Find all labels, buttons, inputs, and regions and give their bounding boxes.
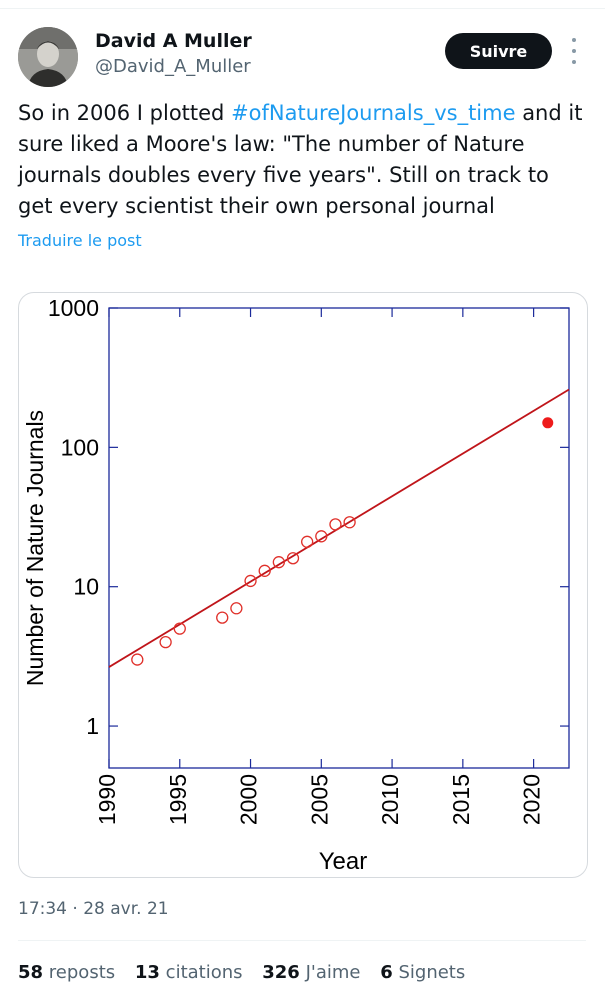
journals-chart: 1990 1995 2000 2005 2010 2015 2020 1 10 100 1000 Ye…: [22, 295, 570, 875]
avatar[interactable]: [18, 27, 78, 87]
data-point: [159, 636, 172, 649]
y-tick-label: 1: [86, 713, 99, 739]
x-tick-label: 2010: [377, 774, 403, 825]
data-point: [131, 653, 144, 666]
data-point: [286, 552, 300, 565]
tweet-text: So in 2006 I plotted #ofNatureJournals_v…: [18, 98, 588, 222]
y-axis-label: Number of Nature Journals: [22, 410, 48, 686]
bottom-divider: [18, 940, 586, 941]
data-point: [329, 518, 342, 531]
y-tick-label: 1000: [48, 295, 99, 321]
x-tick-label: 2005: [306, 774, 332, 825]
data-point: [230, 602, 243, 615]
stat-likes[interactable]: 326 J'aime: [262, 962, 360, 983]
y-tick-label: 10: [73, 574, 99, 600]
stat-count: 58: [18, 962, 44, 983]
x-axis-label: Year: [319, 848, 368, 875]
data-point: [272, 556, 285, 569]
top-divider: [0, 8, 605, 9]
data-point: [301, 535, 314, 548]
x-tick-label: 2000: [236, 774, 262, 825]
data-point: [216, 611, 229, 624]
x-tick-label: 1995: [165, 774, 191, 825]
chart-image[interactable]: 1990 1995 2000 2005 2010 2015 2020 1 10 100 1000 Ye…: [18, 292, 588, 878]
data-point: [244, 574, 257, 588]
stat-label: reposts: [48, 962, 116, 983]
stat-count: 326: [262, 962, 300, 983]
more-options-icon[interactable]: [566, 38, 582, 64]
data-point: [173, 622, 186, 635]
tweet-text-part: So in 2006 I plotted: [18, 101, 232, 125]
x-tick-label: 2020: [519, 774, 545, 825]
stat-label: J'aime: [305, 962, 361, 983]
translate-post-link[interactable]: Traduire le post: [18, 231, 142, 250]
stat-citations[interactable]: 13 citations: [135, 962, 243, 983]
stat-reposts[interactable]: 58 reposts: [18, 962, 115, 983]
timestamp[interactable]: 17:34 · 28 avr. 21: [18, 899, 169, 919]
x-tick-label: 2015: [448, 774, 474, 825]
engagement-stats: 58 reposts 13 citations 326 J'aime 6 Sig…: [18, 962, 479, 983]
stat-label: citations: [165, 962, 243, 983]
tweet-text-part: and it sure liked a Moore's law: "The nu…: [18, 101, 583, 218]
data-point: [315, 530, 328, 543]
stat-bookmarks[interactable]: 6 Signets: [380, 962, 465, 983]
y-tick-label: 100: [61, 434, 99, 460]
x-tick-label: 1990: [94, 774, 120, 825]
data-point: [343, 516, 356, 529]
stat-count: 13: [134, 962, 160, 983]
data-point-filled: [542, 417, 554, 429]
hashtag-link[interactable]: #ofNatureJournals_vs_time: [231, 101, 516, 125]
author-name[interactable]: David A Muller: [95, 30, 252, 52]
plot-frame: [108, 307, 570, 769]
stat-count: 6: [380, 962, 393, 983]
stat-label: Signets: [398, 962, 466, 983]
data-point: [258, 564, 271, 577]
author-handle[interactable]: @David_A_Muller: [95, 56, 251, 77]
follow-button[interactable]: Suivre: [445, 33, 552, 69]
